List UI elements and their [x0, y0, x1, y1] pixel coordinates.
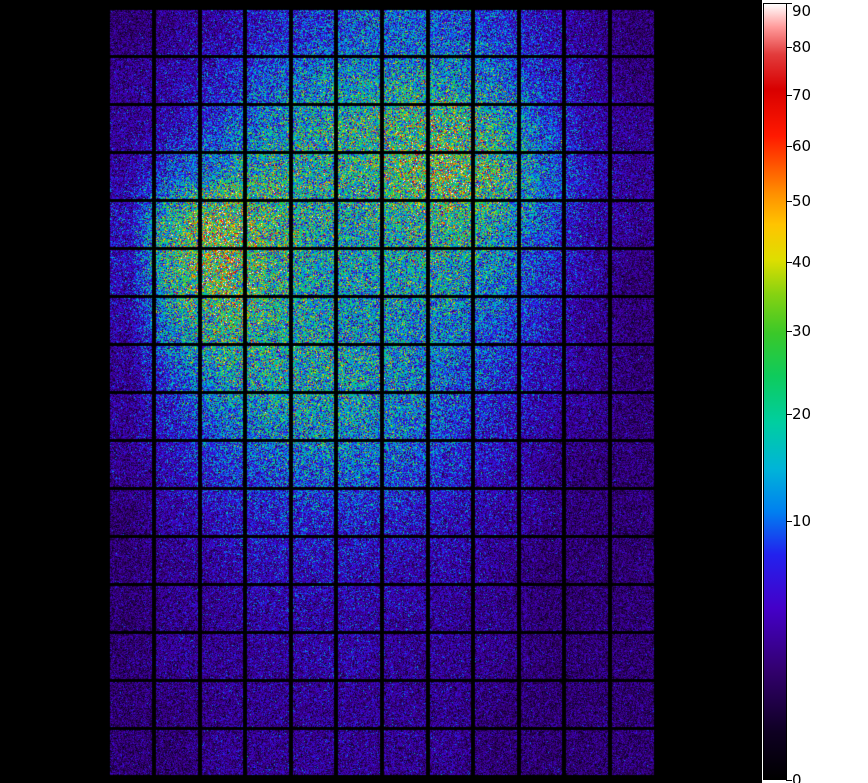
- colorbar-tick-mark: [786, 94, 792, 96]
- colorbar-tick-mark: [786, 3, 792, 4]
- colorbar-tick-mark: [786, 413, 792, 415]
- colorbar-tick-label: 0: [792, 771, 802, 783]
- colorbar-tick-label: 90: [792, 2, 812, 20]
- heatmap-canvas: [0, 0, 762, 783]
- colorbar-tick-label: 80: [792, 38, 812, 57]
- colorbar-tick-label: 50: [792, 191, 812, 210]
- colorbar-tick-mark: [786, 200, 792, 202]
- colorbar: [763, 3, 787, 780]
- colorbar-tick-label: 20: [792, 404, 812, 423]
- colorbar-tick-label: 10: [792, 512, 812, 530]
- colorbar-tick-label: 40: [792, 253, 812, 271]
- colorbar-tick-label: 30: [792, 322, 812, 341]
- colorbar-tick-label: 60: [792, 136, 812, 155]
- colorbar-tick-mark: [786, 780, 792, 781]
- colorbar-tick-mark: [786, 145, 792, 147]
- colorbar-tick-label: 70: [792, 85, 812, 104]
- colorbar-tick-mark: [786, 262, 792, 263]
- colorbar-tick-mark: [786, 47, 792, 49]
- colorbar-tick-mark: [786, 331, 792, 333]
- colorbar-tick-mark: [786, 521, 792, 522]
